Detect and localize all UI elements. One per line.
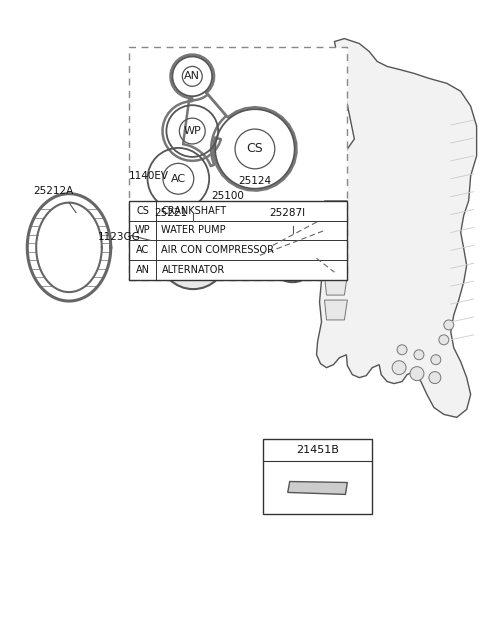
Polygon shape: [324, 275, 348, 295]
Text: 25124: 25124: [239, 175, 272, 186]
Polygon shape: [324, 250, 348, 270]
Circle shape: [222, 237, 254, 269]
Text: 25287I: 25287I: [270, 208, 306, 218]
Text: 21451B: 21451B: [296, 445, 339, 455]
Circle shape: [269, 234, 316, 282]
Polygon shape: [288, 482, 348, 494]
Text: ALTERNATOR: ALTERNATOR: [161, 265, 225, 275]
Text: WATER PUMP: WATER PUMP: [161, 226, 226, 236]
Circle shape: [392, 361, 406, 374]
Text: 25100: 25100: [212, 191, 244, 201]
Bar: [263, 439, 372, 514]
Circle shape: [397, 345, 407, 355]
Circle shape: [444, 320, 454, 330]
Polygon shape: [213, 237, 260, 270]
Text: AN: AN: [184, 71, 200, 81]
Circle shape: [278, 244, 308, 273]
Polygon shape: [316, 38, 477, 417]
Text: 1140EV: 1140EV: [129, 170, 168, 181]
Circle shape: [287, 252, 299, 264]
Text: 25212A: 25212A: [33, 186, 73, 196]
Text: WP: WP: [183, 126, 201, 136]
Text: CS: CS: [136, 206, 149, 216]
Circle shape: [159, 221, 227, 289]
Text: AN: AN: [135, 265, 150, 275]
Bar: [129, 46, 348, 280]
Polygon shape: [324, 201, 348, 221]
Text: 1123GG: 1123GG: [97, 232, 140, 242]
Circle shape: [439, 335, 449, 345]
Circle shape: [171, 234, 215, 277]
Polygon shape: [324, 300, 348, 320]
Text: 25221: 25221: [154, 208, 187, 218]
Circle shape: [231, 246, 245, 260]
Bar: [129, 201, 348, 280]
Polygon shape: [324, 226, 348, 246]
Circle shape: [251, 239, 265, 252]
Text: CS: CS: [247, 143, 264, 156]
Text: AC: AC: [171, 174, 186, 184]
Text: AC: AC: [136, 246, 149, 255]
Text: WP: WP: [135, 226, 150, 236]
Text: CRANKSHAFT: CRANKSHAFT: [161, 206, 227, 216]
Circle shape: [429, 371, 441, 384]
Circle shape: [410, 366, 424, 381]
Circle shape: [431, 355, 441, 365]
Circle shape: [414, 350, 424, 360]
Circle shape: [243, 231, 273, 260]
Circle shape: [185, 247, 201, 264]
Text: AIR CON COMPRESSOR: AIR CON COMPRESSOR: [161, 246, 275, 255]
